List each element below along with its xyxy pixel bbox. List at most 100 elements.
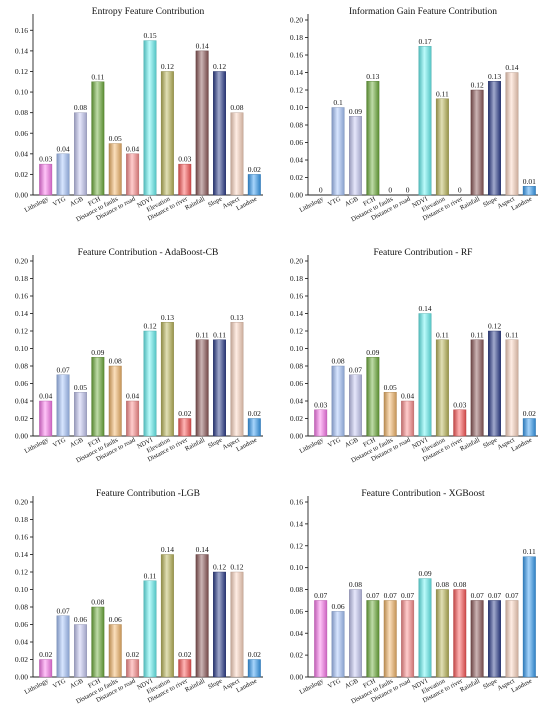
chart-panel-adaboost-cb: Feature Contribution - AdaBoost-CB 0.00 0.…	[0, 241, 275, 482]
data-label: 0.14	[161, 545, 174, 554]
x-tick-label: Slope	[482, 437, 499, 450]
bar-agb	[74, 624, 87, 678]
data-label: 0.12	[143, 322, 156, 331]
chart-panel-rf: Feature Contribution - RF 0.00 0.02 0.04 0.0…	[275, 241, 550, 482]
y-tick-label: 0.06	[15, 379, 28, 388]
bar-ndvi	[418, 578, 432, 678]
y-tick-label: 0.06	[15, 129, 28, 138]
data-label: 0.08	[436, 580, 449, 589]
data-label: 0.11	[436, 330, 449, 339]
y-tick-label: 0.10	[15, 344, 28, 353]
y-tick-label: 0.20	[290, 257, 303, 266]
y-tick-label: 0.14	[15, 309, 28, 318]
data-label: 0.08	[332, 357, 345, 366]
y-tick-label: 0.02	[290, 414, 303, 423]
bar-slope	[213, 71, 226, 196]
data-label: 0.05	[384, 383, 397, 392]
chart-panel-lgb: Feature Contribution -LGB 0.00 0.02 0.04 0.0…	[0, 482, 275, 723]
bar-aspect	[505, 339, 519, 437]
data-label: 0	[319, 186, 323, 195]
bar-elevation	[160, 71, 174, 196]
bar-vtg	[56, 615, 70, 678]
chart-panel-xgboost: Feature Contribution - XGBoost 0.00 0.02 0.…	[275, 482, 550, 723]
data-label: 0.11	[436, 89, 449, 98]
data-label: 0.08	[109, 357, 122, 366]
data-label: 0.08	[453, 580, 466, 589]
chart-panel-entropy: Entropy Feature Contribution 0.00 0.02 0.04…	[0, 0, 275, 241]
y-tick-label: 0.04	[290, 156, 303, 165]
data-label: 0.13	[230, 313, 243, 322]
data-label: 0.02	[248, 650, 261, 659]
y-tick-label: 0.12	[15, 67, 28, 76]
x-tick-label: Slope	[207, 196, 224, 209]
bar-distance-to-river	[453, 409, 467, 437]
bar-lithology	[314, 600, 328, 678]
y-tick-label: 0.00	[15, 191, 28, 200]
data-label: 0.09	[418, 569, 431, 578]
bar-lithology	[39, 163, 53, 196]
data-label: 0.07	[505, 591, 518, 600]
data-label: 0.07	[349, 365, 362, 374]
data-label: 0.09	[91, 348, 104, 357]
bar-distance-to-road	[401, 400, 415, 437]
bar-fch	[366, 357, 380, 437]
chart-title: Feature Contribution - XGBoost	[361, 489, 485, 499]
y-tick-label: 0.14	[290, 68, 303, 77]
y-tick-label: 0.10	[290, 103, 303, 112]
y-tick-label: 0.08	[15, 108, 28, 117]
data-label: 0.03	[39, 155, 52, 164]
data-label: 0.12	[471, 81, 484, 90]
y-tick-label: 0.10	[15, 88, 28, 97]
data-label: 0.04	[39, 392, 52, 401]
y-tick-label: 0.02	[290, 651, 303, 660]
chart-information-gain: Information Gain Feature Contribution 0.0…	[290, 6, 538, 223]
bar-elevation	[435, 339, 449, 437]
chart-entropy: Entropy Feature Contribution 0.00 0.02 0.04…	[15, 7, 263, 223]
bar-agb	[74, 392, 87, 437]
bar-landuse	[247, 418, 261, 437]
bar-elevation	[435, 98, 449, 196]
data-label: 0.05	[74, 383, 87, 392]
y-tick-label: 0.18	[15, 274, 28, 283]
bar-distance-to-road	[126, 659, 140, 678]
bar-distance-to-river	[178, 418, 192, 437]
bar-agb	[74, 112, 87, 196]
bar-ndvi	[143, 40, 157, 196]
bar-lithology	[39, 400, 53, 437]
bar-distance-to-road	[126, 153, 140, 196]
bar-ndvi	[418, 313, 432, 437]
bar-landuse	[522, 556, 536, 678]
data-label: 0.07	[366, 591, 379, 600]
x-tick-label: AGB	[69, 195, 85, 208]
x-tick-label: Rainfall	[459, 678, 481, 694]
x-tick-label: Slope	[482, 196, 499, 209]
x-tick-label: Rainfall	[459, 437, 481, 453]
chart-title: Feature Contribution -LGB	[96, 489, 200, 499]
bar-elevation	[160, 322, 174, 437]
bar-fch	[366, 81, 380, 196]
x-tick-label: VTG	[327, 436, 342, 449]
y-tick-label: 0.02	[15, 655, 28, 664]
data-label: 0.12	[161, 62, 174, 71]
chart-rf: Feature Contribution - RF 0.00 0.02 0.04 0.0…	[290, 248, 538, 464]
y-tick-label: 0.18	[290, 33, 303, 42]
bar-distance-to-river	[178, 163, 192, 196]
bar-distance-to-faults	[108, 624, 122, 678]
y-tick-label: 0.20	[290, 16, 303, 25]
bar-distance-to-road	[401, 600, 415, 678]
data-label: 0	[388, 186, 392, 195]
y-tick-label: 0.08	[15, 362, 28, 371]
data-label: 0.08	[349, 580, 362, 589]
bar-landuse	[247, 659, 261, 678]
bar-agb	[349, 589, 362, 678]
data-label: 0.13	[366, 72, 379, 81]
bar-vtg	[56, 374, 70, 437]
chart-xgboost: Feature Contribution - XGBoost 0.00 0.02 0.…	[290, 489, 538, 705]
y-tick-label: 0.02	[290, 173, 303, 182]
bar-aspect	[230, 322, 244, 437]
bar-distance-to-faults	[108, 143, 122, 196]
data-label: 0.11	[471, 330, 484, 339]
bar-rainfall	[195, 50, 209, 196]
y-tick-label: 0.10	[290, 344, 303, 353]
bar-fch	[91, 606, 105, 678]
